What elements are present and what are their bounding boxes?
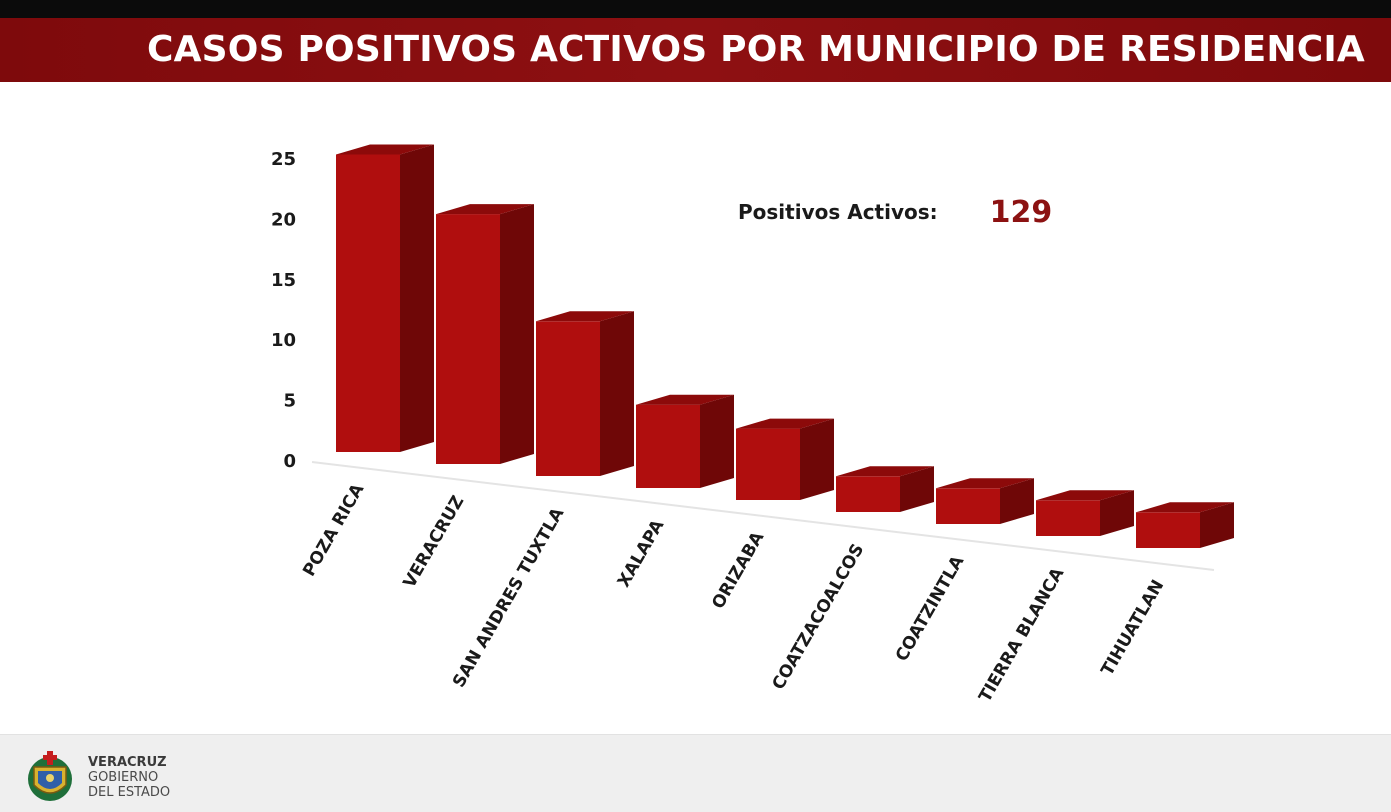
footer-brand: VERACRUZ bbox=[88, 755, 167, 770]
bar-top-face bbox=[836, 466, 934, 477]
bar-series bbox=[336, 144, 1234, 548]
y-tick-label: 0 bbox=[283, 451, 296, 472]
y-axis: 0 5 10 15 20 25 bbox=[271, 149, 296, 472]
y-tick-label: 10 bbox=[271, 330, 296, 351]
bar-top-face bbox=[536, 311, 634, 322]
bar-front-face bbox=[536, 321, 600, 476]
bar-side-face bbox=[1100, 490, 1134, 536]
bar-front-face bbox=[1036, 500, 1100, 536]
chart-baseline bbox=[311, 461, 1215, 571]
bar-front-face bbox=[336, 154, 400, 452]
bar-front-face bbox=[736, 428, 800, 500]
bar-front-face bbox=[436, 214, 500, 464]
bar bbox=[736, 418, 834, 500]
top-black-strip bbox=[0, 0, 1391, 18]
y-tick-label: 15 bbox=[271, 270, 296, 291]
x-tick-label: SAN ANDRES TUXTLA bbox=[449, 504, 569, 691]
bar bbox=[336, 144, 434, 452]
bar-top-face bbox=[336, 144, 434, 155]
bar-front-face bbox=[636, 404, 700, 488]
bar-top-face bbox=[436, 204, 534, 215]
y-tick-label: 25 bbox=[271, 149, 296, 170]
footer: VERACRUZ GOBIERNO DEL ESTADO bbox=[0, 734, 1391, 812]
state-seal-icon bbox=[28, 751, 72, 801]
bar-top-face bbox=[636, 394, 734, 405]
bar bbox=[936, 478, 1034, 524]
bar-top-face bbox=[936, 478, 1034, 489]
footer-subtitle: GOBIERNO bbox=[88, 770, 159, 785]
x-tick-label: TIERRA BLANCA bbox=[975, 564, 1069, 706]
bar-side-face bbox=[900, 466, 934, 512]
summary-label: Positivos Activos: bbox=[738, 200, 938, 224]
x-tick-label: VERACRUZ bbox=[400, 493, 469, 592]
bar-front-face bbox=[936, 488, 1000, 524]
bar bbox=[1136, 502, 1234, 548]
y-tick-label: 5 bbox=[283, 391, 296, 412]
footer-subtitle-2: DEL ESTADO bbox=[88, 785, 171, 800]
bar-top-face bbox=[1136, 502, 1234, 513]
bar bbox=[536, 311, 634, 476]
x-tick-label: ORIZABA bbox=[708, 528, 768, 613]
bar-front-face bbox=[836, 476, 900, 512]
bar-side-face bbox=[600, 311, 634, 476]
page-title: CASOS POSITIVOS ACTIVOS POR MUNICIPIO DE… bbox=[146, 29, 1365, 70]
bar-top-face bbox=[736, 418, 834, 429]
title-banner: CASOS POSITIVOS ACTIVOS POR MUNICIPIO DE… bbox=[0, 18, 1391, 82]
x-tick-label: COATZACOALCOS bbox=[768, 541, 868, 694]
bar-top-face bbox=[1036, 490, 1134, 501]
bar bbox=[636, 394, 734, 488]
summary-box: Positivos Activos: 129 bbox=[738, 190, 1052, 234]
bar-side-face bbox=[1200, 502, 1234, 548]
bar-side-face bbox=[700, 394, 734, 488]
bar bbox=[436, 204, 534, 464]
bar-side-face bbox=[800, 418, 834, 500]
bar-side-face bbox=[1000, 478, 1034, 524]
x-tick-label: COATZINTLA bbox=[892, 552, 969, 665]
bar-side-face bbox=[500, 204, 534, 464]
y-tick-label: 20 bbox=[271, 209, 296, 230]
bar-front-face bbox=[1136, 512, 1200, 548]
bar bbox=[836, 466, 934, 512]
x-tick-label: TIHUATLAN bbox=[1097, 577, 1168, 680]
bar-side-face bbox=[400, 144, 434, 452]
summary-value: 129 bbox=[989, 194, 1053, 230]
x-tick-label: POZA RICA bbox=[299, 480, 368, 580]
bar bbox=[1036, 490, 1134, 536]
x-tick-label: XALAPA bbox=[614, 516, 669, 591]
